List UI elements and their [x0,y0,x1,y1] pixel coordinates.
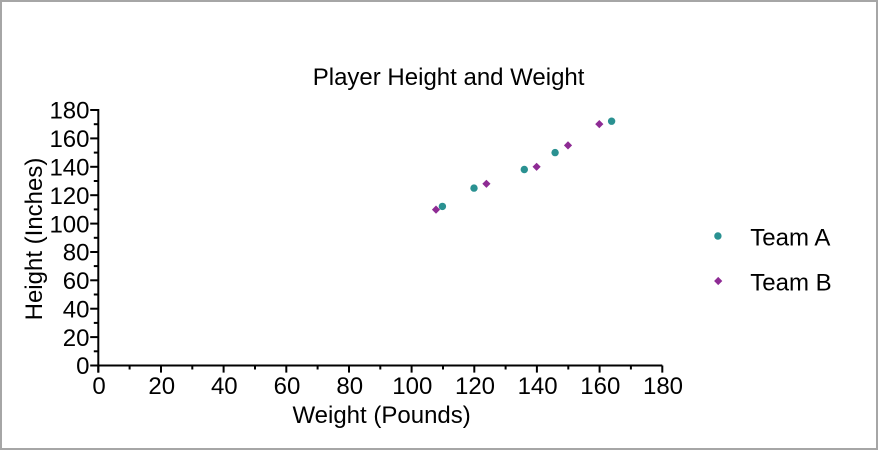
svg-text:60: 60 [63,268,90,295]
svg-text:80: 80 [63,240,90,267]
svg-text:120: 120 [49,183,89,210]
svg-text:20: 20 [63,325,90,352]
svg-text:0: 0 [92,373,105,400]
svg-text:140: 140 [49,155,89,182]
svg-text:Team B: Team B [750,270,831,297]
svg-text:180: 180 [643,373,683,400]
svg-text:100: 100 [49,211,89,238]
svg-text:Team A: Team A [750,225,830,252]
svg-text:180: 180 [49,98,89,125]
svg-text:120: 120 [455,373,495,400]
svg-text:40: 40 [211,373,238,400]
svg-text:160: 160 [49,126,89,153]
svg-text:100: 100 [392,373,432,400]
svg-text:80: 80 [336,373,363,400]
svg-text:Weight (Pounds): Weight (Pounds) [292,402,470,429]
svg-text:0: 0 [76,353,89,380]
svg-text:40: 40 [63,296,90,323]
svg-text:160: 160 [580,373,620,400]
svg-text:20: 20 [148,373,175,400]
svg-text:60: 60 [274,373,301,400]
svg-text:Player Height and Weight: Player Height and Weight [313,64,585,91]
svg-text:Height (Inches): Height (Inches) [21,158,48,321]
svg-text:140: 140 [518,373,558,400]
